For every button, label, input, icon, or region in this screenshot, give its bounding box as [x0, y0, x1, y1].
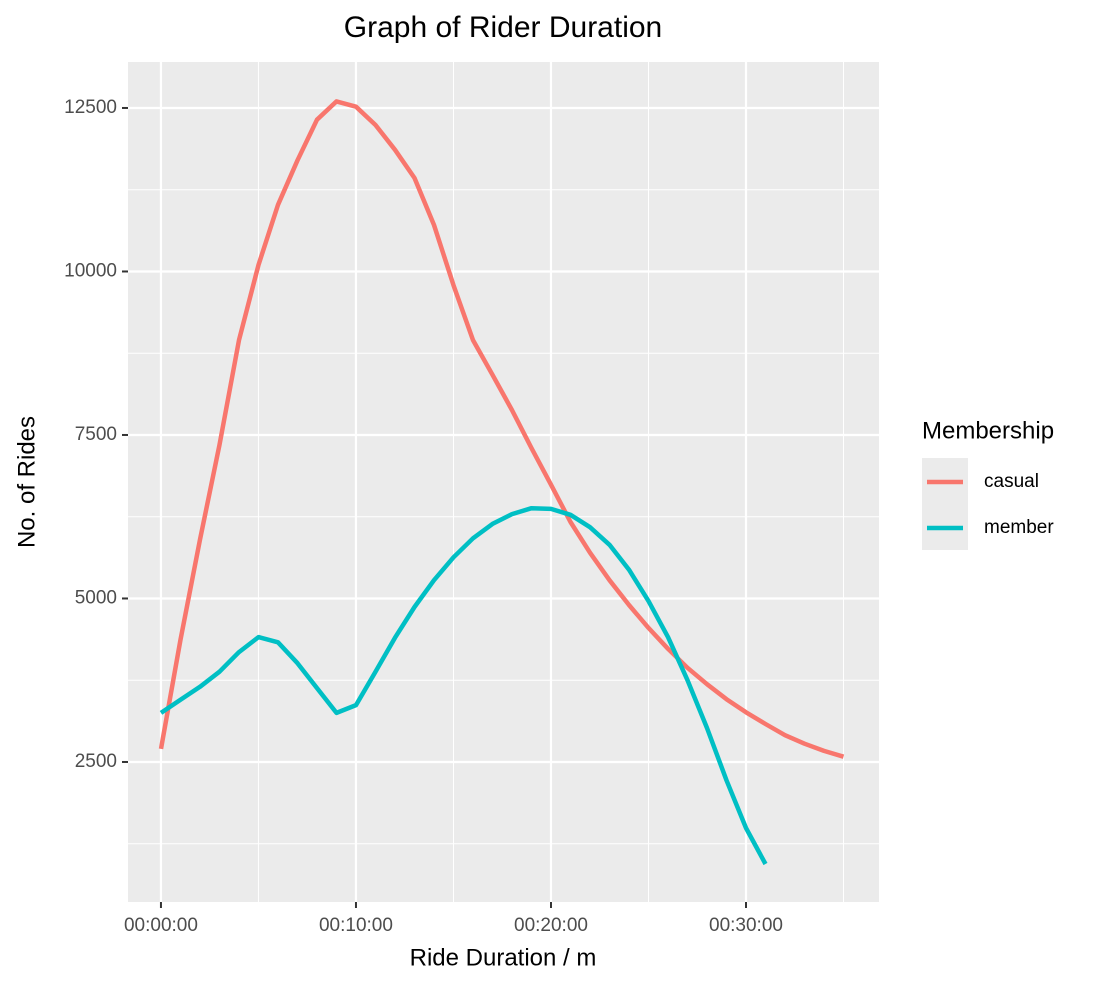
- series-line: [159, 505, 768, 866]
- chart-title: Graph of Rider Duration: [344, 11, 663, 44]
- y-tick-label: 5000: [75, 587, 117, 608]
- legend-label: member: [984, 517, 1054, 538]
- series-line: [158, 99, 845, 759]
- x-tick-label: 00:10:00: [319, 915, 393, 936]
- y-tick-label: 10000: [64, 260, 117, 281]
- legend-title: Membership: [922, 417, 1054, 444]
- legend-keys: [922, 458, 968, 550]
- x-tick-label: 00:30:00: [709, 915, 783, 936]
- y-tick-label: 2500: [75, 751, 117, 772]
- y-axis-label: No. of Rides: [13, 416, 40, 548]
- legend-label: casual: [984, 471, 1039, 492]
- y-tick-label: 12500: [64, 97, 117, 118]
- y-tick-label: 7500: [75, 424, 117, 445]
- panel: [128, 62, 879, 902]
- x-tick-label: 00:00:00: [124, 915, 198, 936]
- x-axis-label: Ride Duration / m: [410, 944, 597, 971]
- x-tick-label: 00:20:00: [514, 915, 588, 936]
